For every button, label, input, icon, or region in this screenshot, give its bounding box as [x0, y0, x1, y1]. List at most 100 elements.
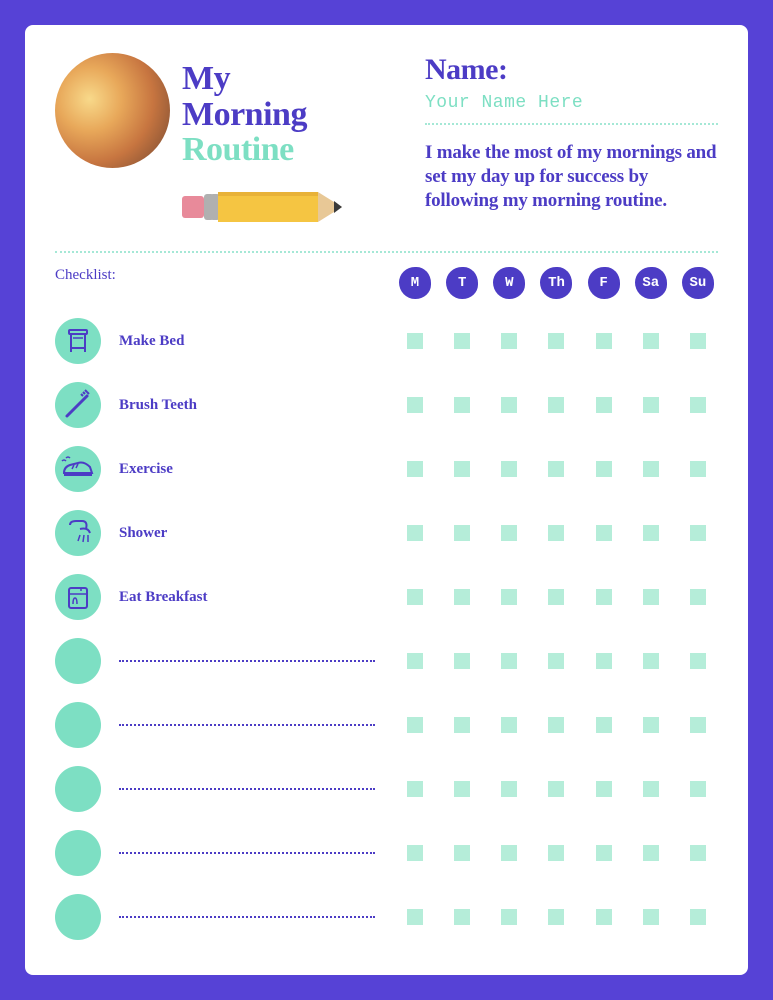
- checkbox[interactable]: [548, 909, 564, 925]
- checkbox[interactable]: [454, 909, 470, 925]
- checkbox[interactable]: [501, 781, 517, 797]
- checkbox[interactable]: [407, 845, 423, 861]
- checkbox[interactable]: [407, 461, 423, 477]
- checkbox[interactable]: [690, 589, 706, 605]
- checkbox[interactable]: [643, 397, 659, 413]
- task-row: Eat Breakfast: [55, 565, 395, 629]
- checkbox[interactable]: [643, 781, 659, 797]
- checkbox[interactable]: [501, 909, 517, 925]
- checkbox[interactable]: [690, 845, 706, 861]
- checkbox[interactable]: [643, 909, 659, 925]
- checkbox[interactable]: [407, 525, 423, 541]
- checkbox[interactable]: [501, 461, 517, 477]
- checkbox[interactable]: [501, 589, 517, 605]
- task-blank-line[interactable]: [119, 660, 375, 662]
- day-badge-t: T: [446, 267, 478, 299]
- checkbox[interactable]: [548, 589, 564, 605]
- checkbox[interactable]: [643, 653, 659, 669]
- checkbox[interactable]: [596, 717, 612, 733]
- checkbox[interactable]: [596, 781, 612, 797]
- checkbox[interactable]: [643, 845, 659, 861]
- checkbox[interactable]: [407, 333, 423, 349]
- checkbox[interactable]: [548, 461, 564, 477]
- pencil-icon: [174, 178, 349, 233]
- checkbox[interactable]: [454, 845, 470, 861]
- task-blank-line[interactable]: [119, 788, 375, 790]
- checkbox[interactable]: [501, 653, 517, 669]
- checkbox[interactable]: [501, 525, 517, 541]
- checkbox[interactable]: [454, 397, 470, 413]
- checkbox[interactable]: [548, 781, 564, 797]
- task-row: [55, 885, 395, 949]
- checkbox[interactable]: [454, 781, 470, 797]
- worksheet-card: My Morning Routine Name:: [25, 25, 748, 975]
- checkbox[interactable]: [690, 909, 706, 925]
- checkbox[interactable]: [690, 525, 706, 541]
- task-blank-line[interactable]: [119, 852, 375, 854]
- day-badge-su: Su: [682, 267, 714, 299]
- checkbox-row: [395, 885, 718, 949]
- checkbox[interactable]: [407, 909, 423, 925]
- checkbox[interactable]: [407, 589, 423, 605]
- avatar-photo: [55, 53, 170, 168]
- checkbox[interactable]: [548, 525, 564, 541]
- header-row: My Morning Routine Name:: [55, 53, 718, 233]
- checkbox[interactable]: [407, 781, 423, 797]
- checkbox[interactable]: [454, 525, 470, 541]
- checkbox[interactable]: [501, 397, 517, 413]
- checklist-grid: Make BedBrush TeethExerciseShowerEat Bre…: [55, 309, 718, 949]
- checkbox[interactable]: [596, 461, 612, 477]
- name-label: Name:: [425, 53, 718, 87]
- checkbox[interactable]: [454, 333, 470, 349]
- checkbox[interactable]: [596, 909, 612, 925]
- checkbox-row: [395, 757, 718, 821]
- checkbox[interactable]: [407, 397, 423, 413]
- checkbox[interactable]: [596, 589, 612, 605]
- divider-dotted: [55, 251, 718, 253]
- checkbox[interactable]: [454, 589, 470, 605]
- checkbox[interactable]: [643, 333, 659, 349]
- checkbox-row: [395, 565, 718, 629]
- task-blank-line[interactable]: [119, 916, 375, 918]
- checkbox-row: [395, 501, 718, 565]
- checkbox[interactable]: [690, 653, 706, 669]
- checkbox[interactable]: [643, 717, 659, 733]
- title-line-1: My: [182, 61, 349, 97]
- checkbox[interactable]: [501, 333, 517, 349]
- checkbox[interactable]: [643, 525, 659, 541]
- checkbox[interactable]: [454, 717, 470, 733]
- checkbox[interactable]: [454, 653, 470, 669]
- toothbrush-icon: [55, 382, 101, 428]
- checkbox[interactable]: [596, 525, 612, 541]
- task-blank-line[interactable]: [119, 724, 375, 726]
- checkboxes-column: [395, 309, 718, 949]
- blank-icon: [55, 894, 101, 940]
- checkbox[interactable]: [643, 589, 659, 605]
- checkbox[interactable]: [501, 717, 517, 733]
- checkbox[interactable]: [690, 397, 706, 413]
- checkbox[interactable]: [548, 845, 564, 861]
- checkbox[interactable]: [596, 397, 612, 413]
- checkbox[interactable]: [690, 333, 706, 349]
- checkbox[interactable]: [548, 653, 564, 669]
- checkbox[interactable]: [596, 333, 612, 349]
- checkbox[interactable]: [407, 653, 423, 669]
- checkbox[interactable]: [501, 845, 517, 861]
- task-row: [55, 757, 395, 821]
- checkbox[interactable]: [690, 717, 706, 733]
- checkbox[interactable]: [548, 397, 564, 413]
- checkbox[interactable]: [454, 461, 470, 477]
- name-underline: [425, 123, 718, 125]
- checkbox[interactable]: [690, 461, 706, 477]
- checkbox[interactable]: [548, 717, 564, 733]
- task-row: Make Bed: [55, 309, 395, 373]
- name-value[interactable]: Your Name Here: [425, 93, 718, 113]
- task-label: Eat Breakfast: [119, 589, 207, 606]
- checkbox[interactable]: [407, 717, 423, 733]
- checkbox[interactable]: [548, 333, 564, 349]
- checkbox[interactable]: [690, 781, 706, 797]
- checkbox[interactable]: [596, 653, 612, 669]
- title-line-2: Morning: [182, 97, 349, 133]
- checkbox[interactable]: [643, 461, 659, 477]
- checkbox[interactable]: [596, 845, 612, 861]
